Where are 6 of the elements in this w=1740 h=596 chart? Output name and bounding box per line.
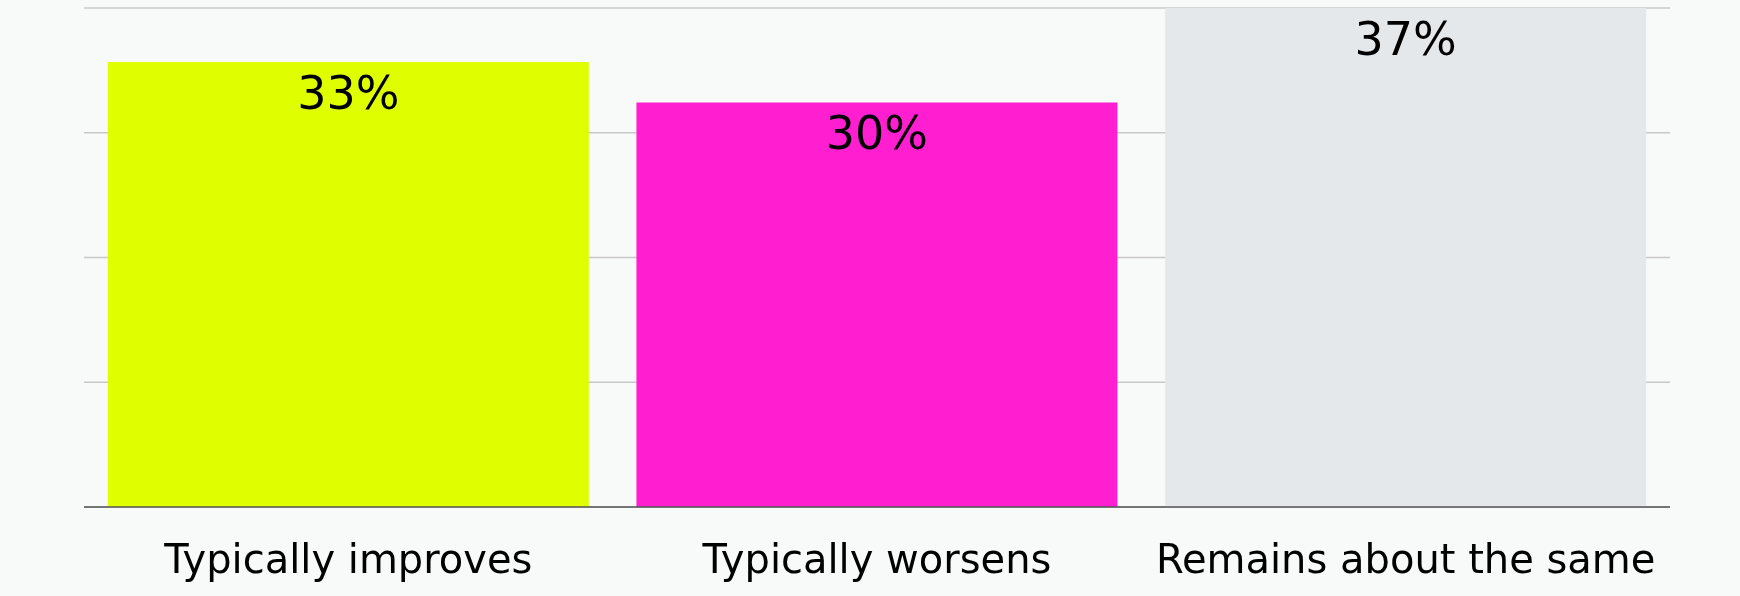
x-tick-label: Typically improves	[163, 536, 533, 583]
x-tick-label: Remains about the same	[1155, 536, 1656, 583]
data-label: 30%	[825, 106, 929, 161]
x-tick-label: Typically worsens	[701, 536, 1052, 583]
data-label: 33%	[297, 65, 400, 120]
data-label: 37%	[1354, 11, 1457, 66]
